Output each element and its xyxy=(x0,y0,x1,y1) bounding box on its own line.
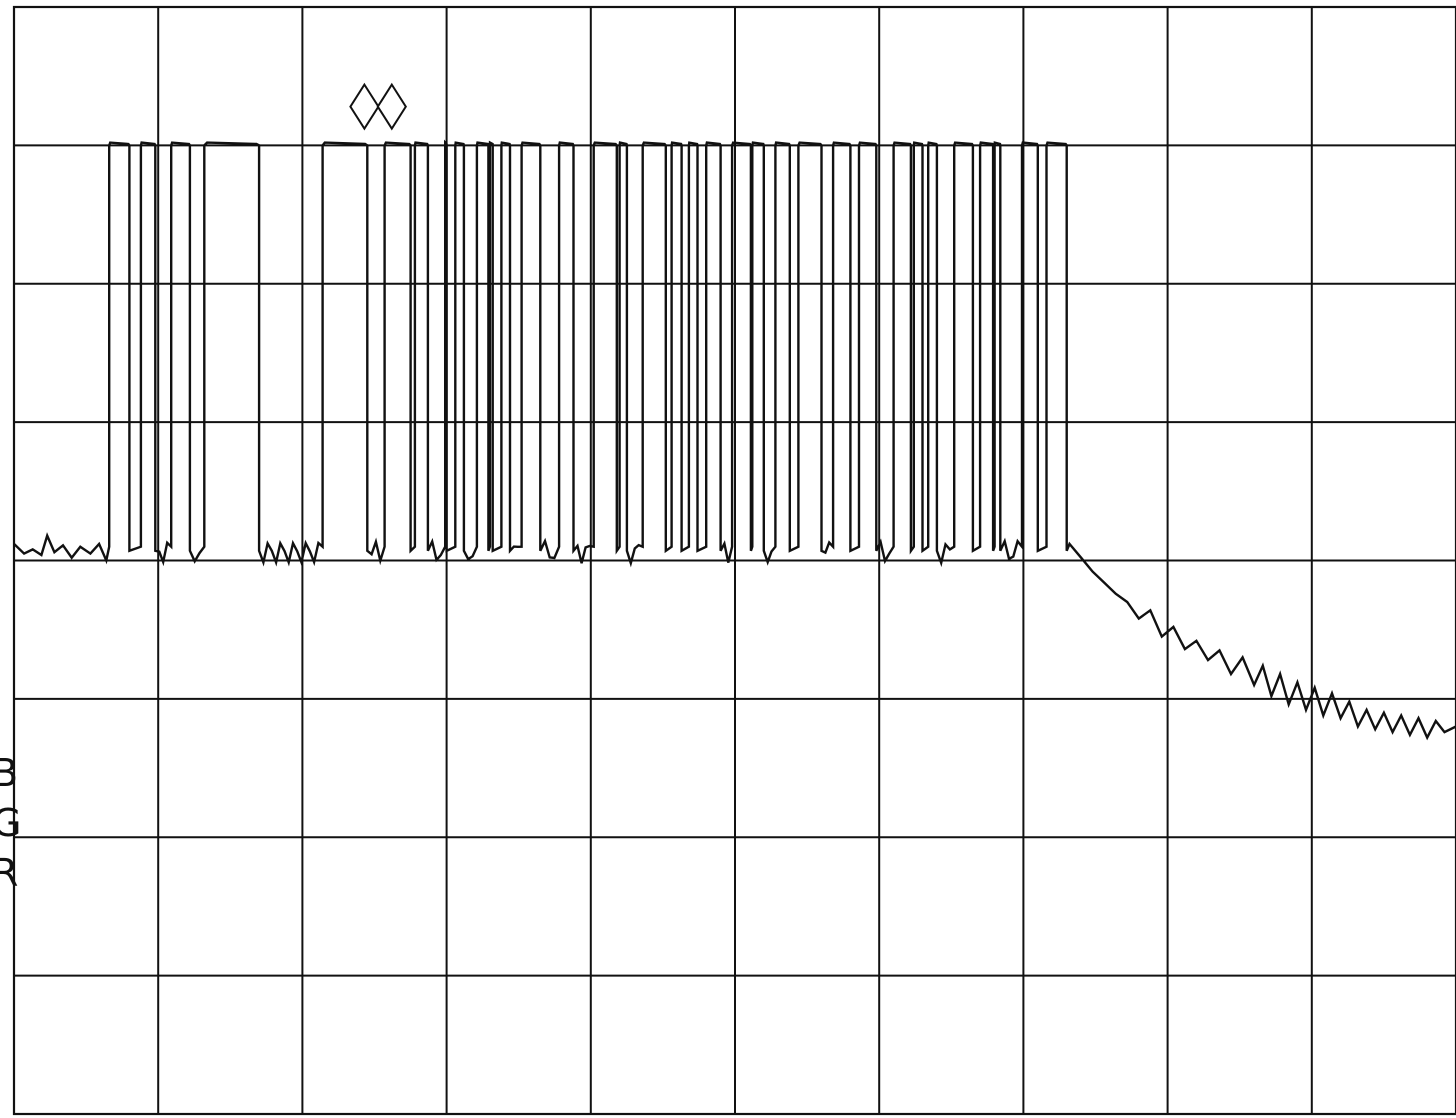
marker-layer xyxy=(349,82,407,131)
marker-diamond-2 xyxy=(376,82,407,131)
side-label-r: R xyxy=(0,851,18,895)
side-label-group: B G R xyxy=(0,751,21,895)
trace-layer xyxy=(13,139,1456,741)
spectrum-trace xyxy=(13,139,1456,741)
side-label-g: G xyxy=(0,801,21,845)
graticule xyxy=(12,5,1456,1116)
side-label-b: B xyxy=(0,751,18,795)
marker-diamond-1 xyxy=(349,82,380,131)
